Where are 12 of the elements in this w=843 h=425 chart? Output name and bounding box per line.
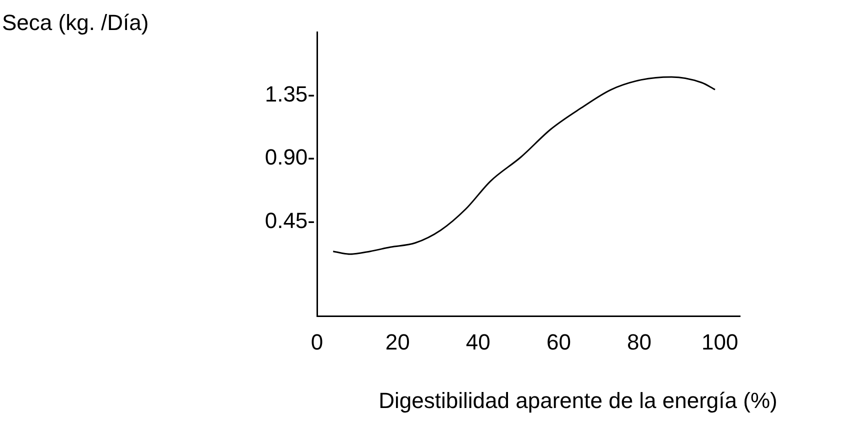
x-tick-label: 40 (466, 329, 490, 354)
y-tick-label: 0.45- (264, 208, 315, 233)
x-tick-label: 60 (546, 329, 571, 354)
x-tick-label: 80 (627, 329, 652, 354)
text: Seca (kg. /Día) (2, 10, 149, 36)
x-tick-label: 0 (310, 329, 324, 354)
y-tick-label: 0.90- (264, 144, 315, 170)
x-tick-label: 100 (702, 329, 738, 354)
x-tick-label: 20 (385, 329, 410, 354)
line-series (332, 76, 716, 255)
y-tick-label: 1.35- (264, 81, 315, 106)
x-axis-title: Digestibilidad aparente de la energía (%) (378, 388, 778, 414)
